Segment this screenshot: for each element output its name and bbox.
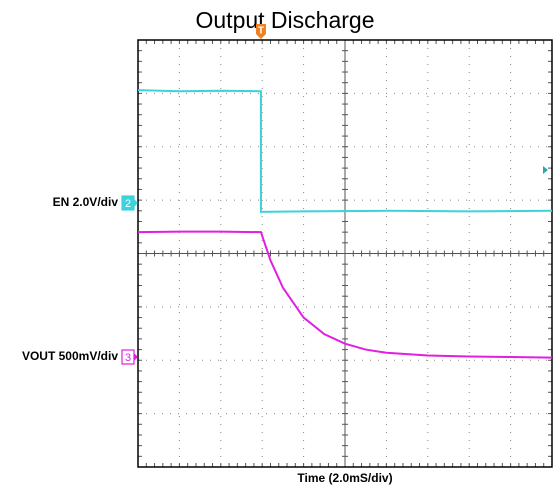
trigger-marker [255,24,266,39]
trace [137,230,553,359]
trigger-label: T [258,26,264,37]
channel-label: EN 2.0V/div [53,195,119,209]
channel-number: 2 [125,198,131,210]
trigger-level-marker [543,166,548,174]
channel-number: 3 [125,352,131,364]
trace [137,89,553,213]
chart-title: Output Discharge [196,7,375,33]
channel-arrow [134,353,138,361]
x-axis-label: Time (2.0mS/div) [297,471,392,485]
channel-arrow [134,199,138,207]
plot-frame [137,39,553,468]
channel-label: VOUT 500mV/div [22,349,118,363]
